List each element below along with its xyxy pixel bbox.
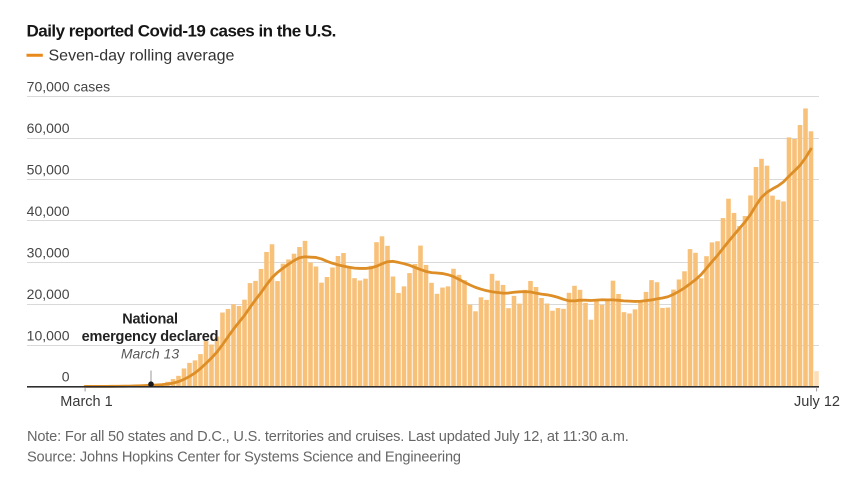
svg-text:50,000: 50,000 <box>27 162 70 178</box>
svg-text:10,000: 10,000 <box>27 328 70 344</box>
svg-text:cases: cases <box>74 79 111 95</box>
svg-text:0: 0 <box>62 369 70 385</box>
svg-text:July 12: July 12 <box>794 394 840 410</box>
svg-text:emergency declared: emergency declared <box>82 329 219 345</box>
svg-text:Note: For all 50 states and D.: Note: For all 50 states and D.C., U.S. t… <box>27 429 629 445</box>
svg-text:March 13: March 13 <box>121 346 180 362</box>
svg-text:40,000: 40,000 <box>27 203 70 219</box>
svg-text:30,000: 30,000 <box>27 245 70 261</box>
svg-text:March 1: March 1 <box>60 394 112 410</box>
svg-text:70,000: 70,000 <box>27 79 70 95</box>
svg-text:National: National <box>122 312 178 328</box>
svg-text:Daily reported Covid-19 cases: Daily reported Covid-19 cases in the U.S… <box>27 22 336 41</box>
svg-text:20,000: 20,000 <box>27 286 70 302</box>
svg-text:60,000: 60,000 <box>27 120 70 136</box>
svg-text:Source: Johns Hopkins Center f: Source: Johns Hopkins Center for Systems… <box>27 450 461 466</box>
svg-text:Seven-day rolling average: Seven-day rolling average <box>49 48 235 65</box>
